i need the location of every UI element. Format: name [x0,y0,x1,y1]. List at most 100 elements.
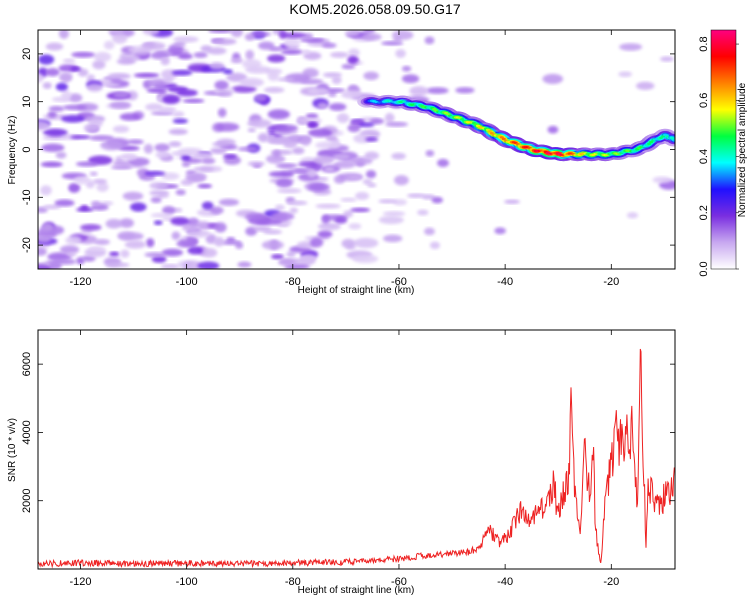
spectrogram-y-label: Frequency (Hz) [7,116,18,185]
heatmap-ridge-cell [647,142,652,146]
heatmap-blob [170,216,190,226]
heatmap-blob [42,82,52,89]
heatmap-blob [208,30,234,34]
heatmap-blob [331,75,342,85]
heatmap-blob [547,125,559,134]
heatmap-blob [55,82,68,91]
heatmap-blob [120,249,130,258]
heatmap-blob [288,135,300,142]
heatmap-blob [149,181,169,190]
heatmap-blob [146,88,168,93]
heatmap-blob [350,207,371,213]
colorbar-tick-label: 0.4 [698,149,710,164]
heatmap-blob [61,90,72,101]
spectrogram-y-tick-label: 10 [21,96,33,108]
heatmap-blob [317,230,333,238]
heatmap-blob [267,54,286,63]
heatmap-blob [355,191,370,201]
heatmap-blob [105,262,130,268]
heatmap-blob [317,102,328,109]
snr-x-label: Height of straight line (km) [298,585,415,596]
heatmap-blob [38,120,50,131]
heatmap-blob [268,171,295,178]
heatmap-blob [341,238,356,249]
heatmap-blob [391,152,407,160]
heatmap-blob [362,33,382,41]
heatmap-blob [353,237,379,249]
heatmap-blob [212,38,237,45]
spectrogram-x-label: Height of straight line (km) [298,285,415,296]
heatmap-blob [154,143,170,152]
heatmap-blob [58,30,70,39]
heatmap-blob [70,66,82,72]
heatmap-blob [201,201,214,210]
heatmap-blob [45,42,64,51]
heatmap-blob [426,87,449,94]
heatmap-blob [145,103,163,111]
heatmap-blob [89,171,98,176]
heatmap-blob [172,118,189,124]
heatmap-blob [222,68,233,75]
heatmap-blob [321,214,330,224]
heatmap-blob [275,178,293,188]
heatmap-blob [100,140,123,151]
heatmap-blob [45,68,60,77]
heatmap-blob [257,132,269,143]
heatmap-blob [40,185,52,196]
heatmap-blob [365,170,377,179]
heatmap-blob [218,198,240,206]
heatmap-blob [62,58,76,64]
colorbar-gradient [711,30,736,269]
heatmap-blob [270,254,284,260]
heatmap-blob [245,213,266,221]
heatmap-blob [652,176,672,184]
heatmap-blob [245,65,271,74]
heatmap-blob [247,161,266,167]
heatmap-blob [223,153,238,159]
heatmap-blob [211,142,231,147]
heatmap-blob [504,199,520,204]
snr-y-tick-label: 4000 [21,420,33,444]
heatmap-blob [155,151,170,159]
heatmap-blob [143,143,154,154]
heatmap-blob [261,240,284,250]
heatmap-blob [330,51,349,58]
chart-title: KOM5.2026.058.09.50.G17 [289,1,461,17]
heatmap-blob [181,161,191,168]
heatmap-blob [93,239,111,246]
heatmap-blob [117,232,144,241]
snr-y-tick-label: 2000 [21,488,33,512]
heatmap-blob [83,123,100,133]
heatmap-blob [300,254,317,262]
heatmap-blob [193,166,214,172]
snr-x-tick-label: -80 [285,576,301,588]
heatmap-blob [317,222,341,231]
heatmap-blob [119,113,141,121]
heatmap-blob [133,72,160,78]
heatmap-blob [88,246,106,252]
heatmap-blob [73,176,91,185]
heatmap-blob [96,182,109,192]
heatmap-blob [315,203,341,209]
heatmap-blob [277,188,302,194]
heatmap-blob [307,169,317,178]
heatmap-blob [313,155,334,165]
heatmap-blob [112,33,128,44]
heatmap-blob [269,136,292,144]
heatmap-blob [244,33,255,41]
heatmap-blob [136,168,150,178]
heatmap-blob [86,74,96,82]
heatmap-blob [141,41,166,51]
heatmap-blob [393,175,409,186]
heatmap-blob [110,77,122,84]
heatmap-blob [292,147,305,155]
heatmap-blob [124,240,147,249]
heatmap-blob [310,237,324,248]
heatmap-blob [245,49,255,60]
heatmap-blob [268,46,283,52]
heatmap-blob [48,105,65,112]
heatmap-blob [162,206,176,215]
heatmap-blob [109,101,132,109]
spectrogram-x-ticks: -120 -100 -80 -60 -40 -20 [69,30,619,288]
